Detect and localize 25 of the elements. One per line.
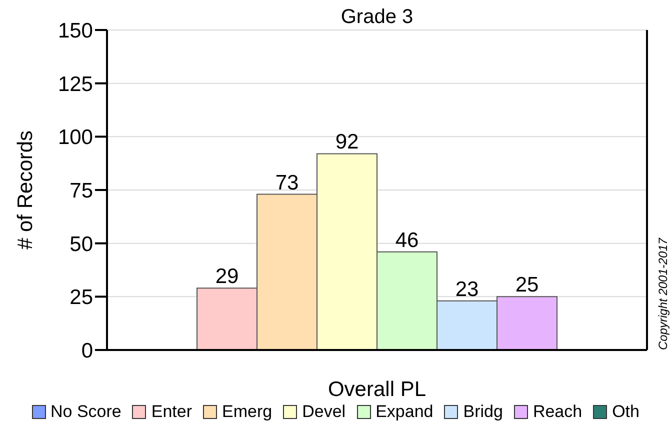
y-axis-title: # of Records xyxy=(14,130,37,250)
legend-label: Oth xyxy=(611,402,640,422)
text: Copyright 2001-2017 xyxy=(656,236,670,350)
y-tick-label: 50 xyxy=(70,232,93,256)
y-tick-label: 100 xyxy=(58,126,93,150)
chart-title: Grade 3 xyxy=(340,6,414,28)
data-label: 46 xyxy=(395,228,419,252)
data-label: 29 xyxy=(215,265,239,288)
data-label: 73 xyxy=(275,171,299,194)
legend-label: No Score xyxy=(50,402,122,422)
x-axis-title: Overall PL xyxy=(328,378,426,401)
y-tick-label: 125 xyxy=(58,72,93,96)
data-label: 92 xyxy=(335,130,359,154)
legend-label: Bridg xyxy=(462,402,503,422)
y-tick-label: 25 xyxy=(70,286,93,310)
legend-label: Enter xyxy=(150,402,192,422)
y-tick-label: 150 xyxy=(58,19,93,42)
y-tick-label: 0 xyxy=(81,339,93,362)
legend-label: Emerg xyxy=(221,402,272,422)
legend-label: Reach xyxy=(532,402,582,422)
legend-label: Expand xyxy=(374,402,434,422)
data-label: 25 xyxy=(515,274,539,297)
legend-label: Devel xyxy=(301,402,346,422)
data-label: 23 xyxy=(455,278,479,301)
y-tick-label: 75 xyxy=(70,179,93,202)
